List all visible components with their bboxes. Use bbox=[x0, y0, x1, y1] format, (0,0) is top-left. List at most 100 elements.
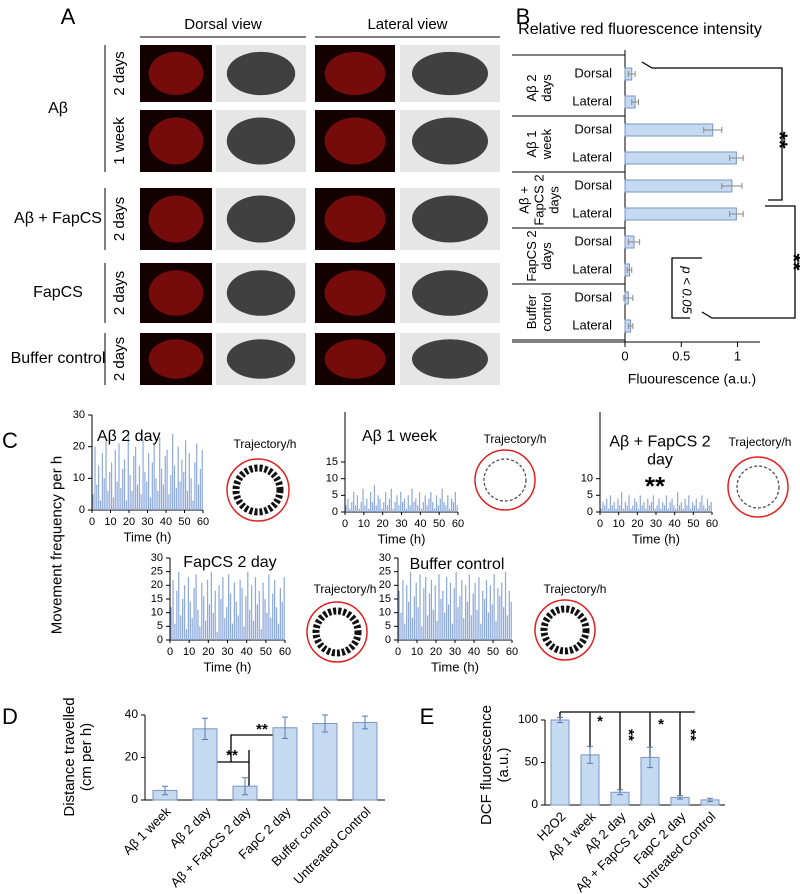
bar bbox=[123, 459, 126, 510]
bar bbox=[418, 492, 421, 512]
bar bbox=[136, 484, 139, 510]
bar bbox=[442, 590, 444, 640]
annotation: Trajectory/h bbox=[314, 582, 377, 596]
bar bbox=[356, 495, 359, 512]
bar bbox=[197, 609, 199, 640]
bar bbox=[272, 593, 274, 640]
bar bbox=[180, 615, 182, 640]
bar bbox=[226, 607, 228, 640]
bar bbox=[400, 612, 402, 640]
bar bbox=[277, 623, 280, 640]
bar bbox=[99, 500, 102, 510]
bar bbox=[206, 579, 209, 640]
x-tick-label: 30 bbox=[221, 646, 233, 658]
bar bbox=[411, 488, 413, 512]
x-axis-label: Time (h) bbox=[204, 659, 252, 674]
error-bar bbox=[162, 785, 168, 796]
x-tick-label: 50 bbox=[487, 646, 499, 658]
bar bbox=[120, 487, 122, 510]
specimen-shape bbox=[226, 270, 296, 316]
y-tick-label: 5 bbox=[385, 620, 391, 632]
bar bbox=[369, 492, 372, 512]
bar bbox=[449, 582, 452, 640]
bar bbox=[639, 495, 641, 512]
bar bbox=[349, 508, 351, 512]
y-tick-label: 10 bbox=[581, 473, 593, 485]
bar bbox=[489, 585, 491, 640]
error-bar bbox=[627, 71, 636, 77]
y-tick-label: 5 bbox=[157, 620, 163, 632]
bar bbox=[203, 596, 205, 640]
specimen-shape bbox=[148, 117, 204, 165]
bar bbox=[197, 484, 200, 510]
bar bbox=[402, 579, 404, 640]
bar bbox=[411, 618, 414, 640]
chart-title: Aβ 1 week bbox=[362, 428, 438, 445]
y-tick-label: 40 bbox=[125, 707, 139, 721]
bar bbox=[404, 623, 406, 640]
bar bbox=[476, 609, 478, 640]
x-tick-label: 0 bbox=[167, 646, 173, 658]
bar bbox=[622, 508, 625, 512]
error-bar bbox=[707, 797, 713, 803]
specimen-shape bbox=[412, 270, 488, 316]
row-label: 1 week bbox=[111, 117, 128, 165]
y-tick-label: 20 bbox=[151, 579, 163, 591]
specimen-shape bbox=[324, 195, 386, 243]
bar bbox=[371, 502, 374, 512]
error-bar bbox=[631, 99, 639, 105]
bar bbox=[228, 574, 230, 640]
bar bbox=[436, 620, 438, 640]
bar bbox=[604, 505, 606, 512]
group-label: Aβ 1 week bbox=[524, 128, 554, 160]
bar bbox=[402, 502, 404, 512]
x-tick-label: 0 bbox=[621, 348, 628, 363]
bar bbox=[185, 440, 187, 510]
y-tick-label: 15 bbox=[379, 593, 391, 605]
bar bbox=[454, 492, 456, 512]
bar bbox=[386, 505, 389, 512]
bar bbox=[192, 728, 218, 801]
y-tick-label: 30 bbox=[73, 409, 85, 421]
x-tick-label: 50 bbox=[178, 516, 190, 528]
chart-title: Aβ + FapCS 2 day bbox=[609, 433, 711, 469]
bar bbox=[405, 508, 407, 512]
bar bbox=[385, 492, 387, 512]
bar bbox=[231, 623, 234, 640]
bar bbox=[272, 727, 298, 801]
error-bar bbox=[647, 746, 653, 769]
bar bbox=[434, 508, 436, 512]
specimen-shape bbox=[324, 51, 386, 96]
y-axis-label: Distance travelled (cm per h) bbox=[60, 697, 95, 817]
bar bbox=[665, 495, 668, 512]
bar bbox=[103, 478, 105, 510]
bar bbox=[510, 601, 512, 640]
chart-title: FapCS 2 day bbox=[183, 554, 276, 571]
bar bbox=[634, 498, 636, 512]
bar bbox=[170, 475, 172, 510]
bar bbox=[451, 623, 453, 640]
y-tick-label: 30 bbox=[379, 552, 391, 564]
bar bbox=[247, 571, 249, 640]
x-tick-label: 20 bbox=[202, 646, 214, 658]
bar bbox=[256, 604, 258, 640]
category-label: Lateral bbox=[572, 93, 612, 108]
y-tick-label: 20 bbox=[379, 579, 391, 591]
bar bbox=[501, 582, 503, 640]
bar bbox=[428, 498, 430, 512]
bar bbox=[353, 492, 355, 512]
bar bbox=[613, 502, 615, 512]
bar bbox=[441, 488, 443, 512]
error-bar bbox=[587, 745, 593, 764]
y-tick-label: 0 bbox=[332, 506, 338, 518]
bar bbox=[214, 590, 216, 640]
bar bbox=[413, 502, 415, 512]
x-tick-label: 1 bbox=[734, 348, 741, 363]
trajectory-path bbox=[312, 607, 362, 657]
bar bbox=[283, 577, 285, 640]
bar bbox=[112, 497, 115, 510]
bar bbox=[159, 437, 161, 510]
bar bbox=[114, 449, 116, 510]
annotation: ** bbox=[767, 131, 792, 149]
